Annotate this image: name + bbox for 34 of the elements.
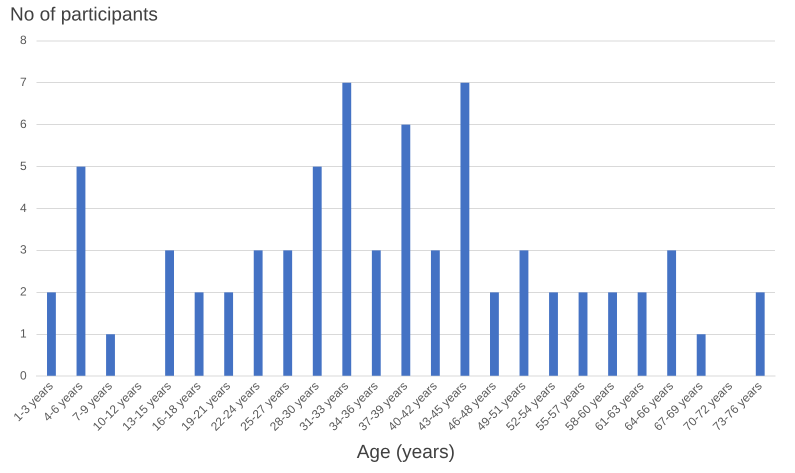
bar [254, 250, 263, 376]
bar [47, 292, 56, 376]
bar [756, 292, 765, 376]
bar [283, 250, 292, 376]
x-axis-title: Age (years) [356, 442, 455, 463]
y-tick-label: 2 [20, 284, 27, 299]
y-tick-label: 0 [20, 368, 27, 383]
y-tick-label: 4 [20, 200, 27, 215]
bar [460, 82, 470, 376]
y-tick-label: 1 [20, 326, 27, 341]
bar [638, 292, 647, 376]
bar [76, 166, 86, 376]
bar [578, 292, 588, 376]
y-tick-label: 6 [20, 116, 27, 131]
bar [165, 250, 174, 376]
y-tick-label: 7 [20, 75, 27, 90]
bar [401, 124, 410, 376]
bar [342, 82, 352, 376]
bar [106, 334, 115, 376]
bar [549, 292, 558, 376]
bar [667, 250, 676, 376]
bar [372, 250, 381, 376]
y-axis-title: No of participants [10, 4, 158, 26]
bar [312, 166, 322, 376]
bar [490, 292, 499, 376]
bar [430, 250, 440, 376]
bar [224, 292, 234, 376]
bar [696, 334, 706, 376]
y-tick-label: 5 [20, 158, 27, 173]
bar [194, 292, 204, 376]
bar [520, 250, 528, 376]
y-tick-label: 3 [20, 242, 27, 257]
y-tick-label: 8 [20, 33, 27, 48]
bar [608, 292, 617, 376]
